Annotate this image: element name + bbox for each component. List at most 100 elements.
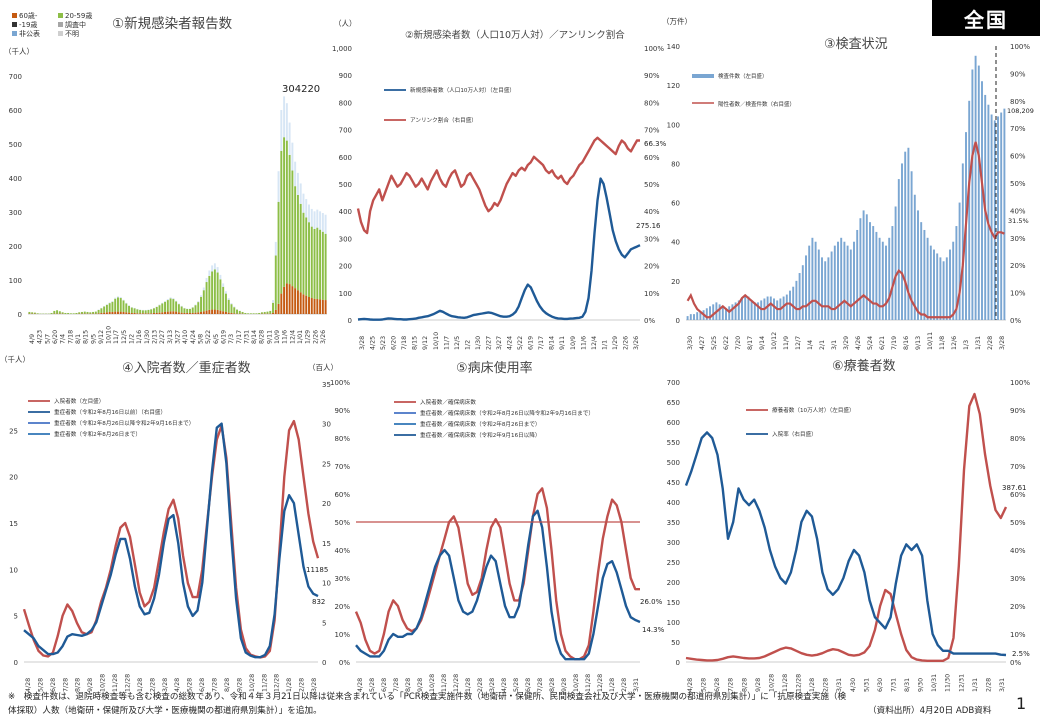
x-tick-label: 7/28 [62, 678, 69, 692]
bar [33, 312, 36, 314]
bar [280, 293, 283, 314]
x-tick-label: 7/4 [60, 334, 67, 344]
y2-tick-label: 70% [1010, 125, 1026, 133]
y-tick-label: 200 [339, 263, 352, 271]
bar [78, 312, 81, 314]
bar [183, 308, 186, 313]
bar [83, 311, 86, 314]
y-tick-label: 0 [18, 311, 22, 319]
x-tick-label: 8/17 [747, 336, 754, 350]
footnote: ※ 検査件数は、退院時検査等も含む検査の総数であり、令和４年３月21日以降は従来… [8, 692, 847, 716]
bar [139, 313, 142, 314]
bar [158, 304, 161, 306]
bar [114, 297, 117, 299]
x-tick-label: 7/31 [890, 678, 897, 692]
bar [158, 305, 161, 313]
y-tick-label: 500 [9, 141, 22, 149]
y-tick-label: 400 [667, 499, 680, 507]
bar [141, 313, 144, 314]
x-tick-label: 7/18 [401, 336, 408, 350]
x-tick-label: 3/31 [999, 678, 1006, 692]
x-tick-label: 4/24 [190, 330, 197, 344]
bar [122, 299, 125, 301]
bar [158, 312, 161, 314]
x-tick-label: 11/28 [112, 674, 119, 692]
bar [233, 313, 236, 314]
bar [31, 312, 34, 314]
bar [843, 241, 846, 320]
y-tick-label: 600 [339, 154, 352, 162]
bar [942, 261, 945, 320]
x-tick-label: 2/28 [987, 336, 994, 350]
x-tick-label: 6/5 [213, 334, 220, 344]
bar [105, 304, 108, 305]
bar [821, 257, 823, 320]
bar [75, 312, 78, 314]
x-tick-label: 4/23 [37, 330, 44, 344]
bar [910, 171, 913, 320]
x-tick-label: 11/8 [939, 336, 946, 350]
x-tick-label: 3/26 [633, 336, 640, 350]
y-tick-label: 20% [334, 603, 350, 611]
bar [302, 294, 305, 314]
bar [705, 308, 708, 320]
y-tick-label: 0 [14, 659, 18, 667]
bar [885, 245, 887, 320]
bar [875, 231, 878, 320]
bar [213, 269, 216, 310]
x-tick-label: 7/31 [243, 330, 250, 344]
x-tick-label: 4/28 [687, 678, 694, 692]
bar [785, 294, 788, 320]
bar [894, 206, 897, 320]
x-tick-label: 9/13 [915, 336, 922, 350]
legend-label: 重症者数／確保病床数（令和2年8月26日以降令和2年9月16日まで） [420, 409, 594, 417]
legend-label: 非公表 [19, 29, 40, 38]
x-tick-label: 6/19 [220, 330, 227, 344]
x-tick-label: 10/11 [927, 332, 934, 350]
x-tick-label: 4/28 [501, 678, 508, 692]
bar [147, 313, 150, 314]
bar [130, 312, 133, 314]
x-tick-label: 5/25 [711, 336, 718, 350]
x-tick-label: 5/23 [380, 336, 387, 350]
x-tick-label: 6/28 [381, 678, 388, 692]
x-tick-label: 3/30 [687, 336, 694, 350]
x-tick-label: 2/1 [819, 340, 826, 350]
bar [725, 308, 727, 320]
bar [737, 300, 740, 320]
x-tick-label: 10/28 [249, 674, 256, 692]
bar [291, 170, 294, 287]
x-tick-label: 1/16 [136, 330, 143, 344]
x-tick-label: 10/28 [768, 674, 775, 692]
y-tick-label: 900 [339, 72, 352, 80]
bar [869, 222, 871, 320]
bar [111, 311, 114, 314]
x-tick-label: 9/28 [87, 678, 94, 692]
bar [241, 311, 244, 314]
bar [117, 297, 119, 312]
x-tick-label: 9/28 [561, 678, 568, 692]
y2-tick-label: 30% [644, 235, 660, 243]
bar [308, 222, 310, 297]
bar [164, 301, 167, 302]
bar [194, 304, 197, 306]
y-tick-label: 300 [667, 539, 680, 547]
bar [696, 312, 699, 320]
bar [872, 226, 875, 320]
bar [280, 110, 283, 151]
x-tick-label: 2/26 [622, 336, 629, 350]
bar [958, 202, 961, 320]
bar [859, 218, 862, 320]
y2-tick-label: 50% [1010, 519, 1026, 527]
bar [833, 245, 836, 320]
bar [299, 183, 302, 204]
x-tick-label: 3/28 [311, 678, 318, 692]
x-tick-label: 5/28 [187, 678, 194, 692]
bar [277, 303, 280, 314]
bar [296, 290, 299, 314]
legend-label: 療養者数（10万人対）（左目盛） [772, 406, 855, 414]
x-tick-label: 7/28 [537, 678, 544, 692]
x-tick-label: 9/14 [759, 336, 766, 350]
x-tick-label: 6/20 [391, 336, 398, 350]
bar [288, 122, 291, 155]
